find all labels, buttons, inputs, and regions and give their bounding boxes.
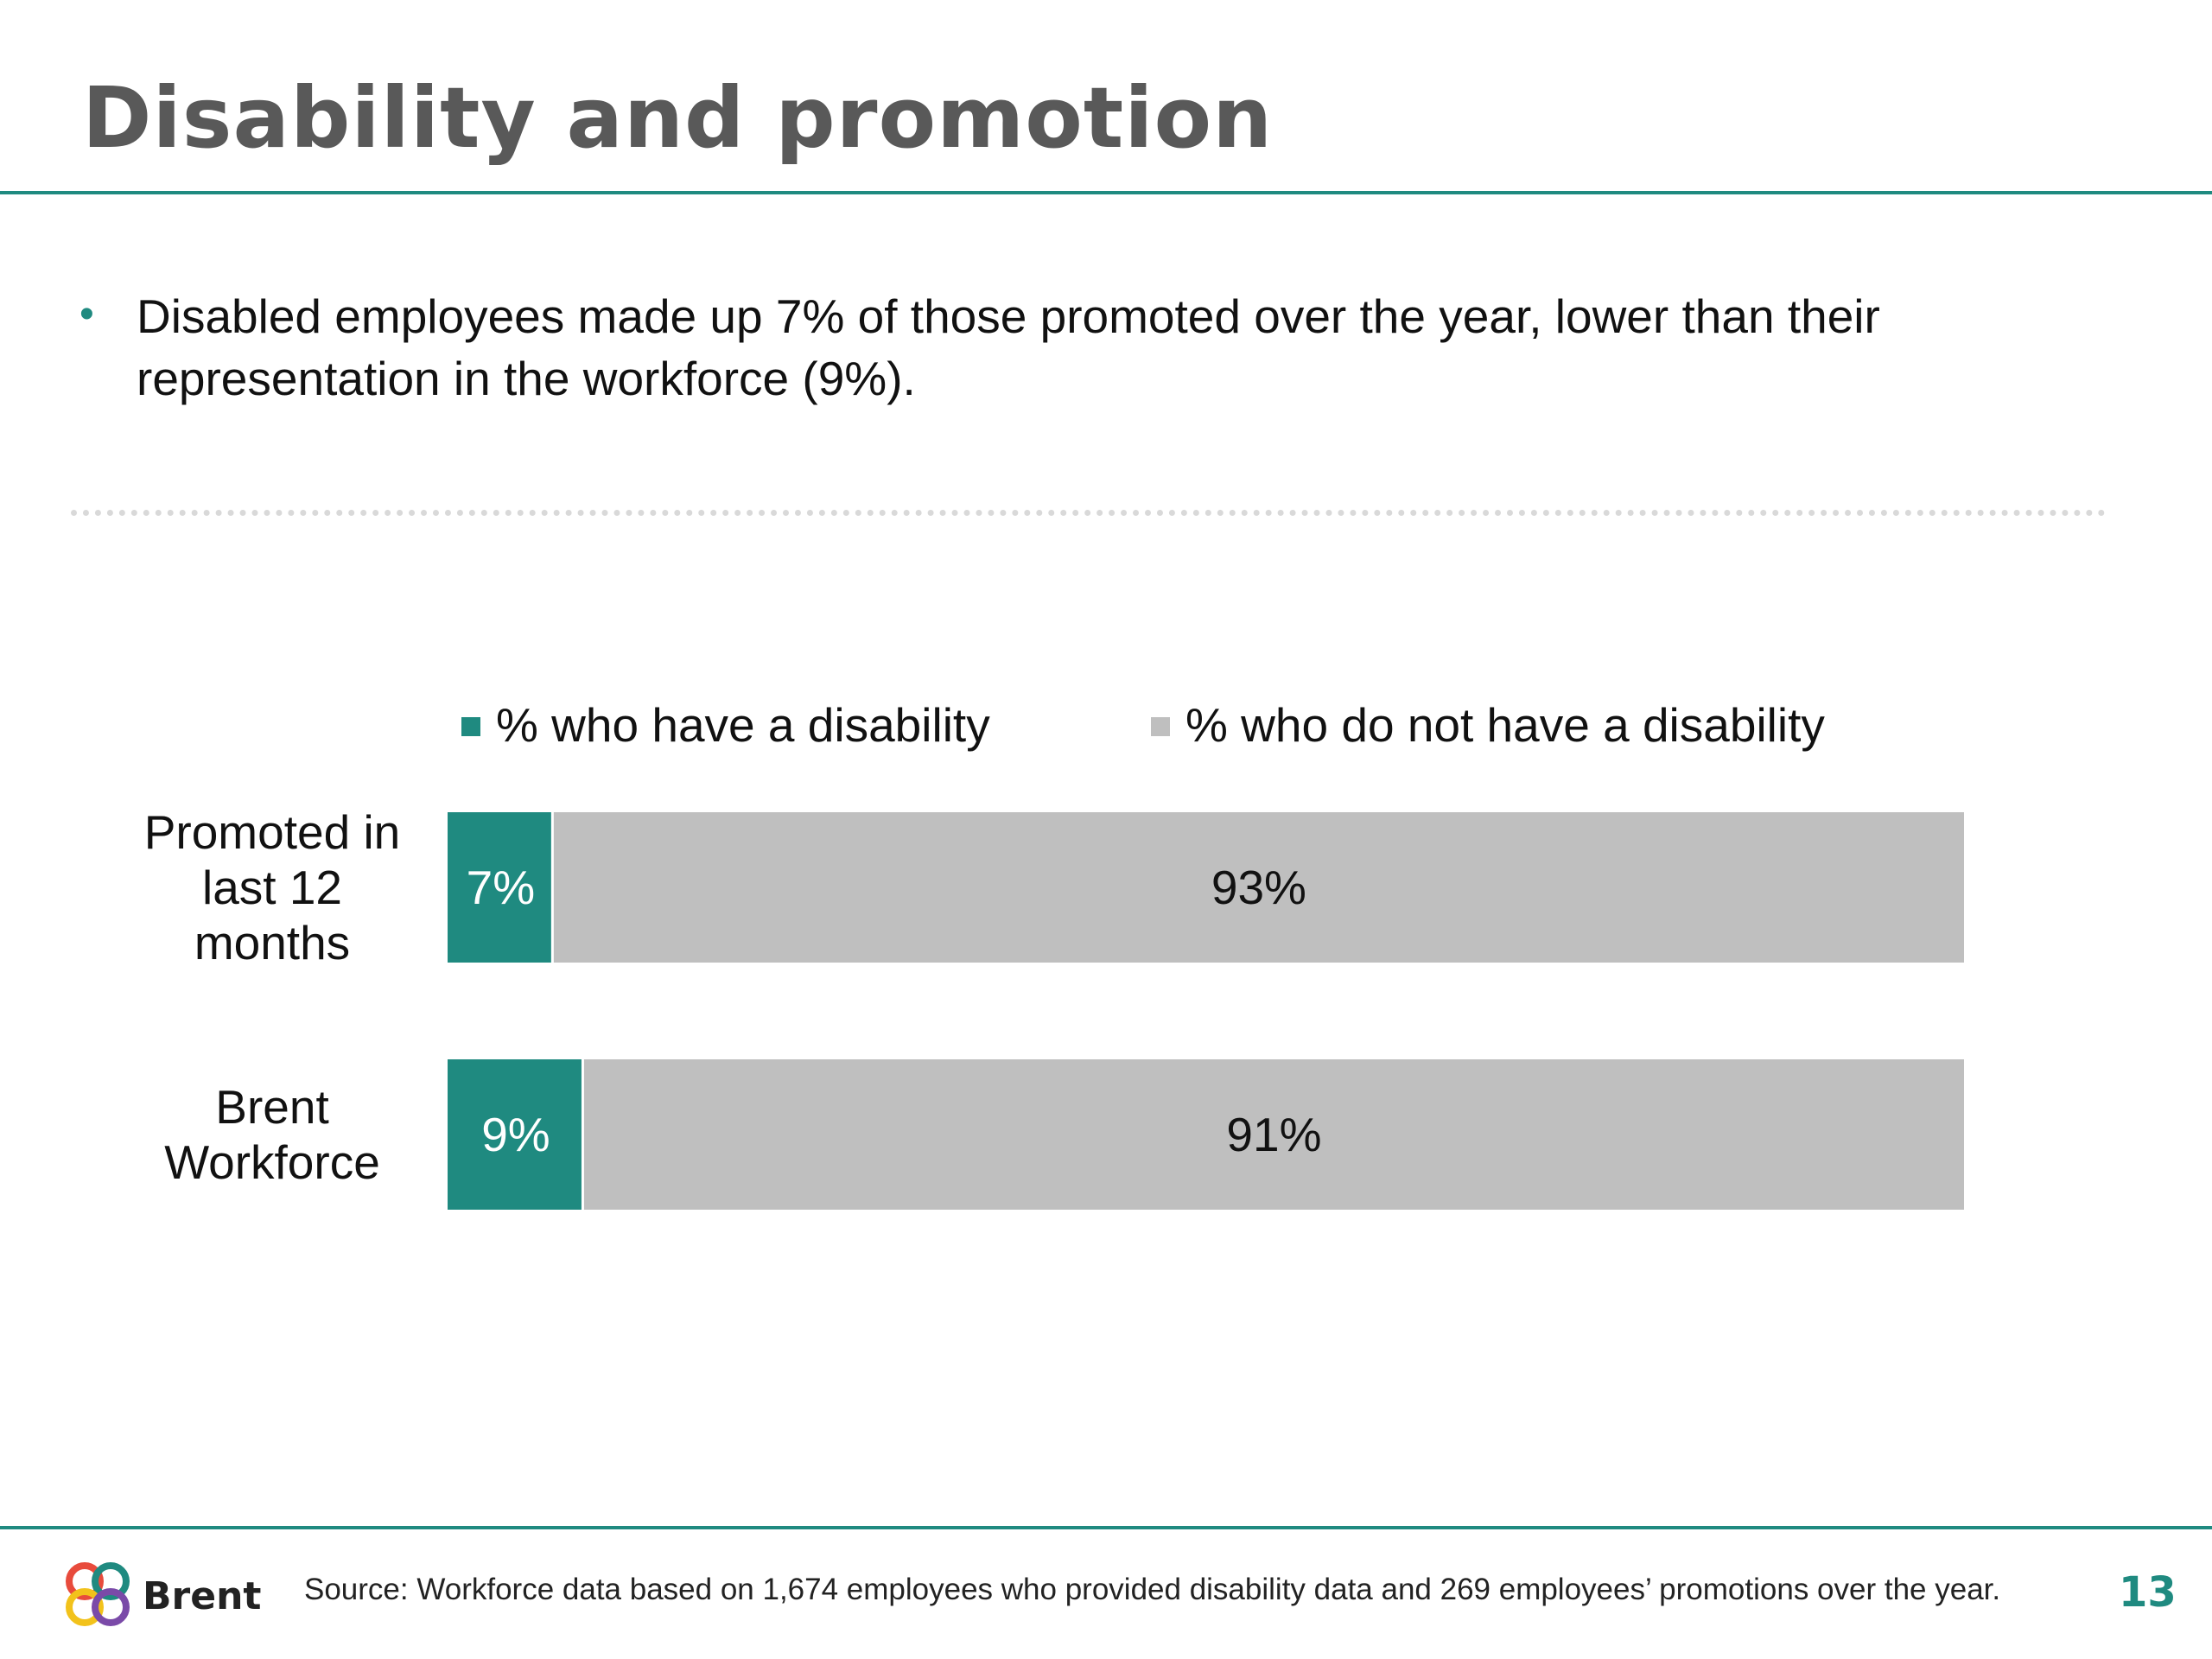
chart-svg: % who have a disability % who do not have…	[144, 698, 1965, 1210]
bar-segment	[448, 812, 551, 963]
category-label: Brent	[215, 1080, 328, 1134]
stacked-bar-chart: % who have a disability % who do not have…	[0, 683, 2212, 1236]
category-label: months	[194, 916, 350, 969]
data-label: 9%	[481, 1108, 550, 1161]
bullet-dot-icon: •	[79, 291, 94, 337]
bar-segment	[553, 812, 1964, 963]
legend-label: % who do not have a disability	[1185, 698, 1825, 752]
bullet-text: Disabled employees made up 7% of those p…	[137, 289, 1880, 405]
page-number: 13	[2119, 1568, 2177, 1617]
logo-wordmark: Brent	[143, 1574, 262, 1618]
brent-logo: Brent	[60, 1557, 262, 1637]
legend-swatch	[461, 717, 480, 736]
data-label: 91%	[1226, 1108, 1321, 1161]
legend-swatch	[1151, 717, 1170, 736]
bar-segment	[583, 1059, 1965, 1210]
footer-divider	[0, 1526, 2212, 1529]
page-title: Disability and promotion	[82, 69, 1274, 167]
data-label: 93%	[1211, 861, 1306, 914]
category-label: Promoted in	[144, 805, 401, 859]
brent-logo-icon	[66, 1562, 130, 1626]
dotted-divider	[71, 510, 2106, 516]
bar-segment	[448, 1059, 582, 1210]
data-label: 7%	[467, 861, 536, 914]
category-label: last 12	[202, 861, 342, 914]
source-note: Source: Workforce data based on 1,674 em…	[304, 1573, 2001, 1606]
legend-label: % who have a disability	[496, 698, 990, 752]
title-divider	[0, 191, 2212, 194]
category-label: Workforce	[164, 1135, 380, 1189]
